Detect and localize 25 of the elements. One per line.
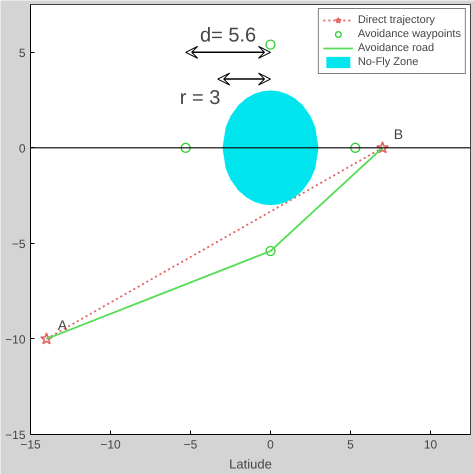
point — [180, 142, 191, 153]
point — [265, 39, 276, 50]
y-tick-label: −10 — [5, 332, 26, 346]
annotation: d= 5.6 — [200, 24, 256, 46]
legend-label: No-Fly Zone — [358, 55, 418, 69]
x-tick-label: 10 — [424, 438, 438, 452]
annotation: B — [394, 126, 404, 142]
legend-label: Avoidance road — [358, 41, 434, 55]
annotation: r = 3 — [180, 87, 220, 110]
point — [40, 332, 53, 345]
legend-label: Avoidance waypoints — [358, 27, 461, 41]
y-tick-label: 0 — [18, 141, 26, 156]
y-tick-label: 5 — [18, 46, 26, 60]
legend-label: Direct trajectory — [358, 13, 435, 27]
point — [350, 142, 360, 153]
x-tick-label: 5 — [347, 438, 354, 452]
y-tick-label: −15 — [5, 428, 26, 442]
x-tick-label: 0 — [267, 438, 274, 452]
point — [376, 141, 389, 154]
point — [265, 246, 276, 256]
annotation: A — [58, 316, 68, 333]
x-tick-label: −10 — [100, 438, 122, 452]
x-axis-title: Latiude — [229, 456, 272, 472]
x-tick-label: −5 — [184, 438, 198, 452]
y-tick-label: −5 — [12, 236, 26, 251]
